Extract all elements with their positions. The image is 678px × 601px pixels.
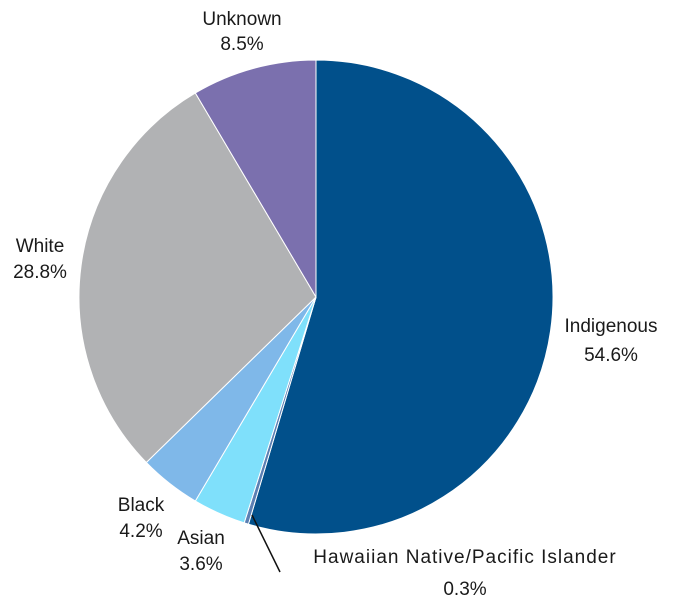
pie-slice-indigenous [247, 59, 554, 535]
pie-slice-unknown [194, 59, 317, 299]
label-hawaiian-value: 0.3% [443, 579, 486, 600]
label-unknown-name: Unknown [202, 9, 281, 30]
label-white-value: 28.8% [13, 262, 67, 283]
label-black-name: Black [118, 495, 165, 516]
label-black-value: 4.2% [119, 521, 162, 542]
label-hawaiian-name: Hawaiian Native/Pacific Islander [313, 547, 616, 568]
label-asian-value: 3.6% [179, 554, 222, 575]
label-white-name: White [16, 236, 65, 257]
hawaiian-leader-line [251, 514, 281, 573]
label-unknown-value: 8.5% [220, 34, 263, 55]
pie-slice-white [78, 92, 317, 464]
pie-slices [78, 59, 554, 535]
label-indigenous-name: Indigenous [565, 316, 658, 337]
label-indigenous-value: 54.6% [584, 345, 638, 366]
pie-labels: Unknown 8.5% White 28.8% Indigenous 54.6… [13, 9, 657, 600]
label-asian-name: Asian [177, 528, 225, 549]
